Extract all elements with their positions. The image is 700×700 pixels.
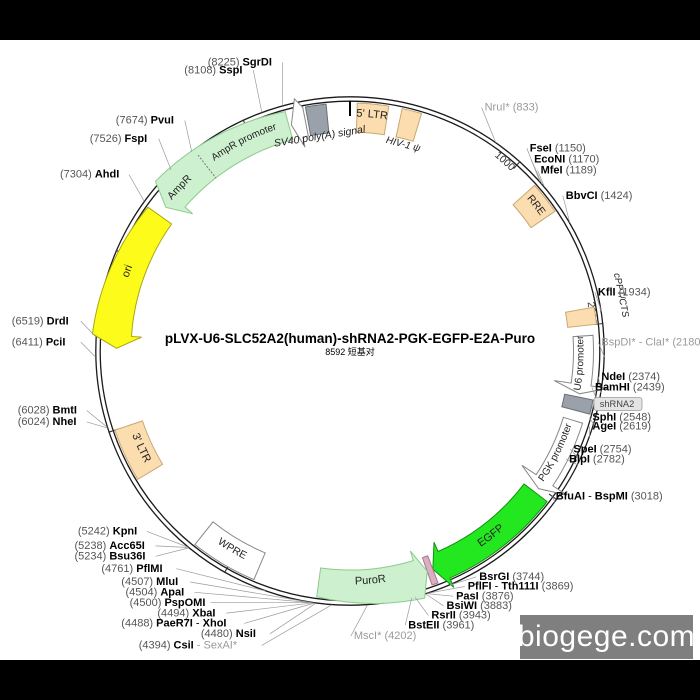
svg-text:BbvCI (1424): BbvCI (1424) [566, 190, 633, 202]
svg-text:8592 短基对: 8592 短基对 [325, 346, 375, 357]
svg-text:BfuAI - BspMI (3018): BfuAI - BspMI (3018) [556, 490, 663, 502]
svg-text:MfeI (1189): MfeI (1189) [541, 165, 597, 177]
svg-text:(4500) PspOMI: (4500) PspOMI [130, 597, 206, 609]
svg-text:BlpI (2782): BlpI (2782) [569, 453, 625, 465]
svg-text:(4761) PflMI: (4761) PflMI [101, 563, 162, 575]
svg-text:(4507) MluI: (4507) MluI [121, 576, 178, 588]
svg-text:(6028) BmtI: (6028) BmtI [18, 405, 77, 417]
svg-text:1000: 1000 [492, 150, 517, 174]
svg-text:(4480) NsiI: (4480) NsiI [201, 628, 256, 640]
svg-text:(4394) CsiI - SexAI*: (4394) CsiI - SexAI* [139, 640, 238, 652]
svg-text:(4494) XbaI: (4494) XbaI [157, 607, 215, 619]
svg-text:(7304) AhdI: (7304) AhdI [60, 169, 119, 181]
svg-text:FseI (1150): FseI (1150) [530, 142, 586, 154]
svg-text:shRNA2: shRNA2 [600, 399, 635, 409]
svg-text:(8225) SgrDI: (8225) SgrDI [208, 57, 272, 69]
svg-text:AgeI (2619): AgeI (2619) [592, 421, 651, 433]
svg-text:(6024) NheI: (6024) NheI [18, 416, 77, 428]
svg-text:(7526) FspI: (7526) FspI [90, 133, 147, 145]
svg-text:(5238) Acc65I: (5238) Acc65I [75, 540, 145, 552]
svg-text:NruI* (833): NruI* (833) [485, 102, 539, 114]
svg-text:(6519) DrdI: (6519) DrdI [12, 315, 69, 327]
svg-text:(6411) PciI: (6411) PciI [12, 336, 66, 348]
svg-text:BspDI* - ClaI* (2180): BspDI* - ClaI* (2180) [601, 337, 700, 349]
svg-text:(5234) Bsu36I: (5234) Bsu36I [75, 551, 146, 563]
svg-text:(5242) KpnI: (5242) KpnI [78, 526, 137, 538]
svg-text:(4504) ApaI: (4504) ApaI [126, 587, 185, 599]
svg-text:(4488) PaeR7I - XhoI: (4488) PaeR7I - XhoI [121, 618, 226, 630]
svg-text:BamHI (2439): BamHI (2439) [595, 382, 665, 394]
svg-text:KflI (1934): KflI (1934) [598, 287, 651, 299]
svg-text:MscI* (4202): MscI* (4202) [354, 630, 416, 642]
svg-text:BstEII (3961): BstEII (3961) [408, 619, 474, 631]
svg-text:(7674) PvuI: (7674) PvuI [116, 115, 174, 127]
svg-text:pLVX-U6-SLC52A2(human)-shRNA2-: pLVX-U6-SLC52A2(human)-shRNA2-PGK-EGFP-E… [165, 331, 535, 346]
